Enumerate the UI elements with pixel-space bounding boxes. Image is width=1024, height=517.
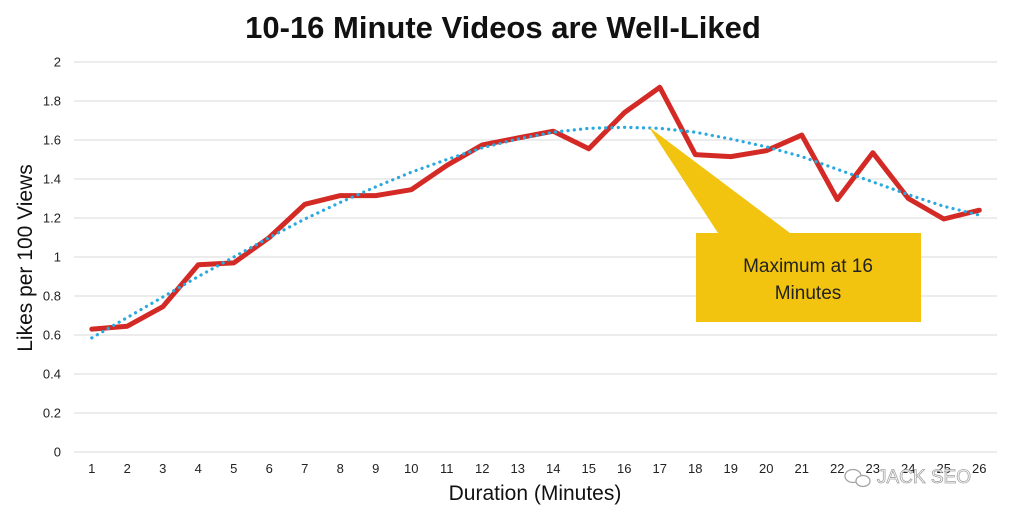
x-tick-label: 24 [901,461,915,476]
x-tick-label: 14 [546,461,560,476]
x-tick-label: 5 [230,461,237,476]
x-tick-label: 11 [440,461,454,476]
y-tick-label: 0.4 [43,367,61,382]
chart-title: 10-16 Minute Videos are Well-Liked [245,10,761,45]
annotation-callout: Maximum at 16 Minutes [649,127,921,322]
y-axis-label: Likes per 100 Views [14,164,37,352]
x-tick-labels: 1 2 3 4 5 6 7 8 9 10 11 12 13 14 15 16 17 18 19 20 21 22 23 24 2… [88,461,986,476]
x-tick-label: 26 [972,461,986,476]
x-tick-label: 3 [159,461,166,476]
y-tick-labels: 0 0.2 0.4 0.6 0.8 1 1.2 1.4 1.6 1.8 2 [43,55,61,460]
x-tick-label: 12 [475,461,489,476]
x-tick-label: 1 [88,461,95,476]
x-tick-label: 10 [404,461,418,476]
y-tick-label: 1.4 [43,172,61,187]
y-tick-label: 1.2 [43,211,61,226]
gridlines [74,61,997,453]
x-tick-label: 18 [688,461,702,476]
x-tick-label: 22 [830,461,844,476]
callout-box [696,233,921,322]
x-tick-label: 17 [653,461,667,476]
y-tick-label: 1.6 [43,133,61,148]
x-axis-label: Duration (Minutes) [449,482,622,505]
watermark-text: JACK SEO [877,467,971,488]
series-line-2 [90,125,981,340]
callout-pointer [649,127,790,233]
y-tick-label: 0 [54,445,61,460]
x-tick-label: 9 [372,461,379,476]
x-tick-label: 15 [582,461,596,476]
y-tick-label: 2 [54,55,61,70]
wechat-icon [844,468,871,488]
x-tick-label: 21 [795,461,809,476]
x-tick-label: 16 [617,461,631,476]
x-tick-label: 8 [337,461,344,476]
x-tick-label: 4 [195,461,202,476]
watermark: JACK SEO [844,467,971,488]
callout-text-line-1: Maximum at 16 [743,256,873,277]
x-tick-label: 6 [266,461,273,476]
series-group [89,84,982,340]
x-tick-label: 13 [511,461,525,476]
x-tick-label: 25 [937,461,951,476]
y-tick-label: 1 [54,250,61,265]
x-tick-label: 19 [724,461,738,476]
y-tick-label: 0.6 [43,328,61,343]
x-tick-label: 23 [866,461,880,476]
y-tick-label: 1.8 [43,94,61,109]
x-tick-label: 20 [759,461,773,476]
y-tick-label: 0.2 [43,406,61,421]
x-tick-label: 7 [301,461,308,476]
x-tick-label: 2 [124,461,131,476]
y-tick-label: 0.8 [43,289,61,304]
callout-text-line-2: Minutes [775,283,842,304]
